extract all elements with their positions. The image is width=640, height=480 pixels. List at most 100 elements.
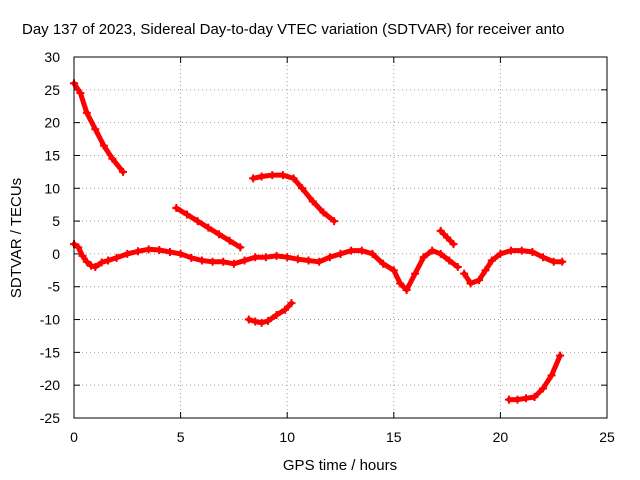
data-point: [257, 172, 266, 181]
data-point: [304, 256, 313, 265]
data-point: [419, 253, 428, 262]
data-point: [436, 249, 445, 258]
data-point: [293, 255, 302, 264]
data-point: [330, 217, 339, 226]
data-point: [187, 253, 196, 262]
data-point: [208, 257, 217, 266]
data-point: [97, 258, 106, 267]
y-axis-title: SDTVAR / TECUs: [8, 178, 25, 298]
data-point: [119, 167, 128, 176]
data-point: [251, 317, 260, 326]
data-point: [396, 279, 405, 288]
data-point: [82, 108, 91, 117]
data-point: [249, 174, 258, 183]
data-point: [539, 384, 548, 393]
data-point: [507, 246, 516, 255]
data-point: [389, 266, 398, 275]
data-point: [481, 266, 490, 275]
y-tick-label: 30: [44, 49, 60, 65]
series-arc-4: [71, 241, 343, 270]
data-point: [165, 247, 174, 256]
x-tick-label: 5: [177, 429, 185, 445]
data-point: [460, 269, 469, 278]
data-point: [496, 249, 505, 258]
data-point: [487, 256, 496, 265]
data-point: [112, 253, 121, 262]
data-point: [521, 394, 530, 403]
series-arc-8: [489, 248, 565, 265]
data-point: [379, 259, 388, 268]
data-point: [257, 318, 266, 327]
data-point: [504, 395, 513, 404]
data-point: [76, 89, 85, 98]
chart-title: Day 137 of 2023, Sidereal Day-to-day VTE…: [22, 21, 564, 38]
axis-ticks: 0 5 10 15 20 25 -25 -20 -15 -10 -5 0 5 10 15 20 25 30: [40, 49, 615, 445]
data-point: [244, 315, 253, 324]
data-point: [236, 243, 245, 252]
y-tick-label: -15: [40, 344, 60, 360]
data-point: [443, 233, 452, 242]
data-point: [287, 299, 296, 308]
data-point: [319, 208, 328, 217]
y-tick-label: 25: [44, 82, 60, 98]
data-point: [176, 249, 185, 258]
data-point: [74, 243, 83, 252]
y-tick-label: 5: [52, 213, 60, 229]
y-tick-label: -20: [40, 377, 60, 393]
data-point: [197, 256, 206, 265]
data-point: [155, 245, 164, 254]
y-tick-label: 0: [52, 246, 60, 262]
data-point: [123, 249, 132, 258]
data-point: [251, 253, 260, 262]
data-point: [289, 174, 298, 183]
data-point: [272, 251, 281, 260]
data-point: [108, 154, 117, 163]
data-point: [513, 395, 522, 404]
data-point: [272, 310, 281, 319]
data-point: [104, 256, 113, 265]
data-point: [261, 253, 270, 262]
data-point: [347, 246, 356, 255]
data-point: [283, 253, 292, 262]
data-point: [530, 392, 539, 401]
data-point: [336, 249, 345, 258]
data-point: [325, 253, 334, 262]
data-point: [87, 261, 96, 270]
data-point: [539, 253, 548, 262]
data-point: [357, 246, 366, 255]
data-point: [82, 257, 91, 266]
data-point: [99, 141, 108, 150]
data-series: [70, 79, 567, 404]
data-point: [214, 230, 223, 239]
y-tick-label: 20: [44, 115, 60, 131]
data-point: [436, 226, 445, 235]
x-axis-title: GPS time / hours: [283, 457, 397, 474]
data-point: [558, 257, 567, 266]
data-point: [281, 305, 290, 314]
data-point: [368, 249, 377, 258]
y-tick-label: 15: [44, 147, 60, 163]
data-point: [204, 223, 213, 232]
y-tick-label: 10: [44, 180, 60, 196]
x-tick-label: 15: [386, 429, 402, 445]
data-point: [182, 210, 191, 219]
data-point: [268, 171, 277, 180]
grid: [74, 57, 607, 418]
data-point: [193, 217, 202, 226]
plot-frame: [73, 56, 608, 419]
data-point: [144, 245, 153, 254]
data-point: [402, 286, 411, 295]
data-point: [315, 257, 324, 266]
x-tick-label: 0: [70, 429, 78, 445]
data-point: [428, 246, 437, 255]
data-point: [556, 351, 565, 360]
data-point: [78, 251, 87, 260]
data-point: [219, 257, 228, 266]
data-point: [172, 203, 181, 212]
data-point: [453, 263, 462, 272]
data-point: [449, 240, 458, 249]
data-point: [278, 171, 287, 180]
y-tick-label: -5: [48, 279, 61, 295]
data-point: [229, 259, 238, 268]
